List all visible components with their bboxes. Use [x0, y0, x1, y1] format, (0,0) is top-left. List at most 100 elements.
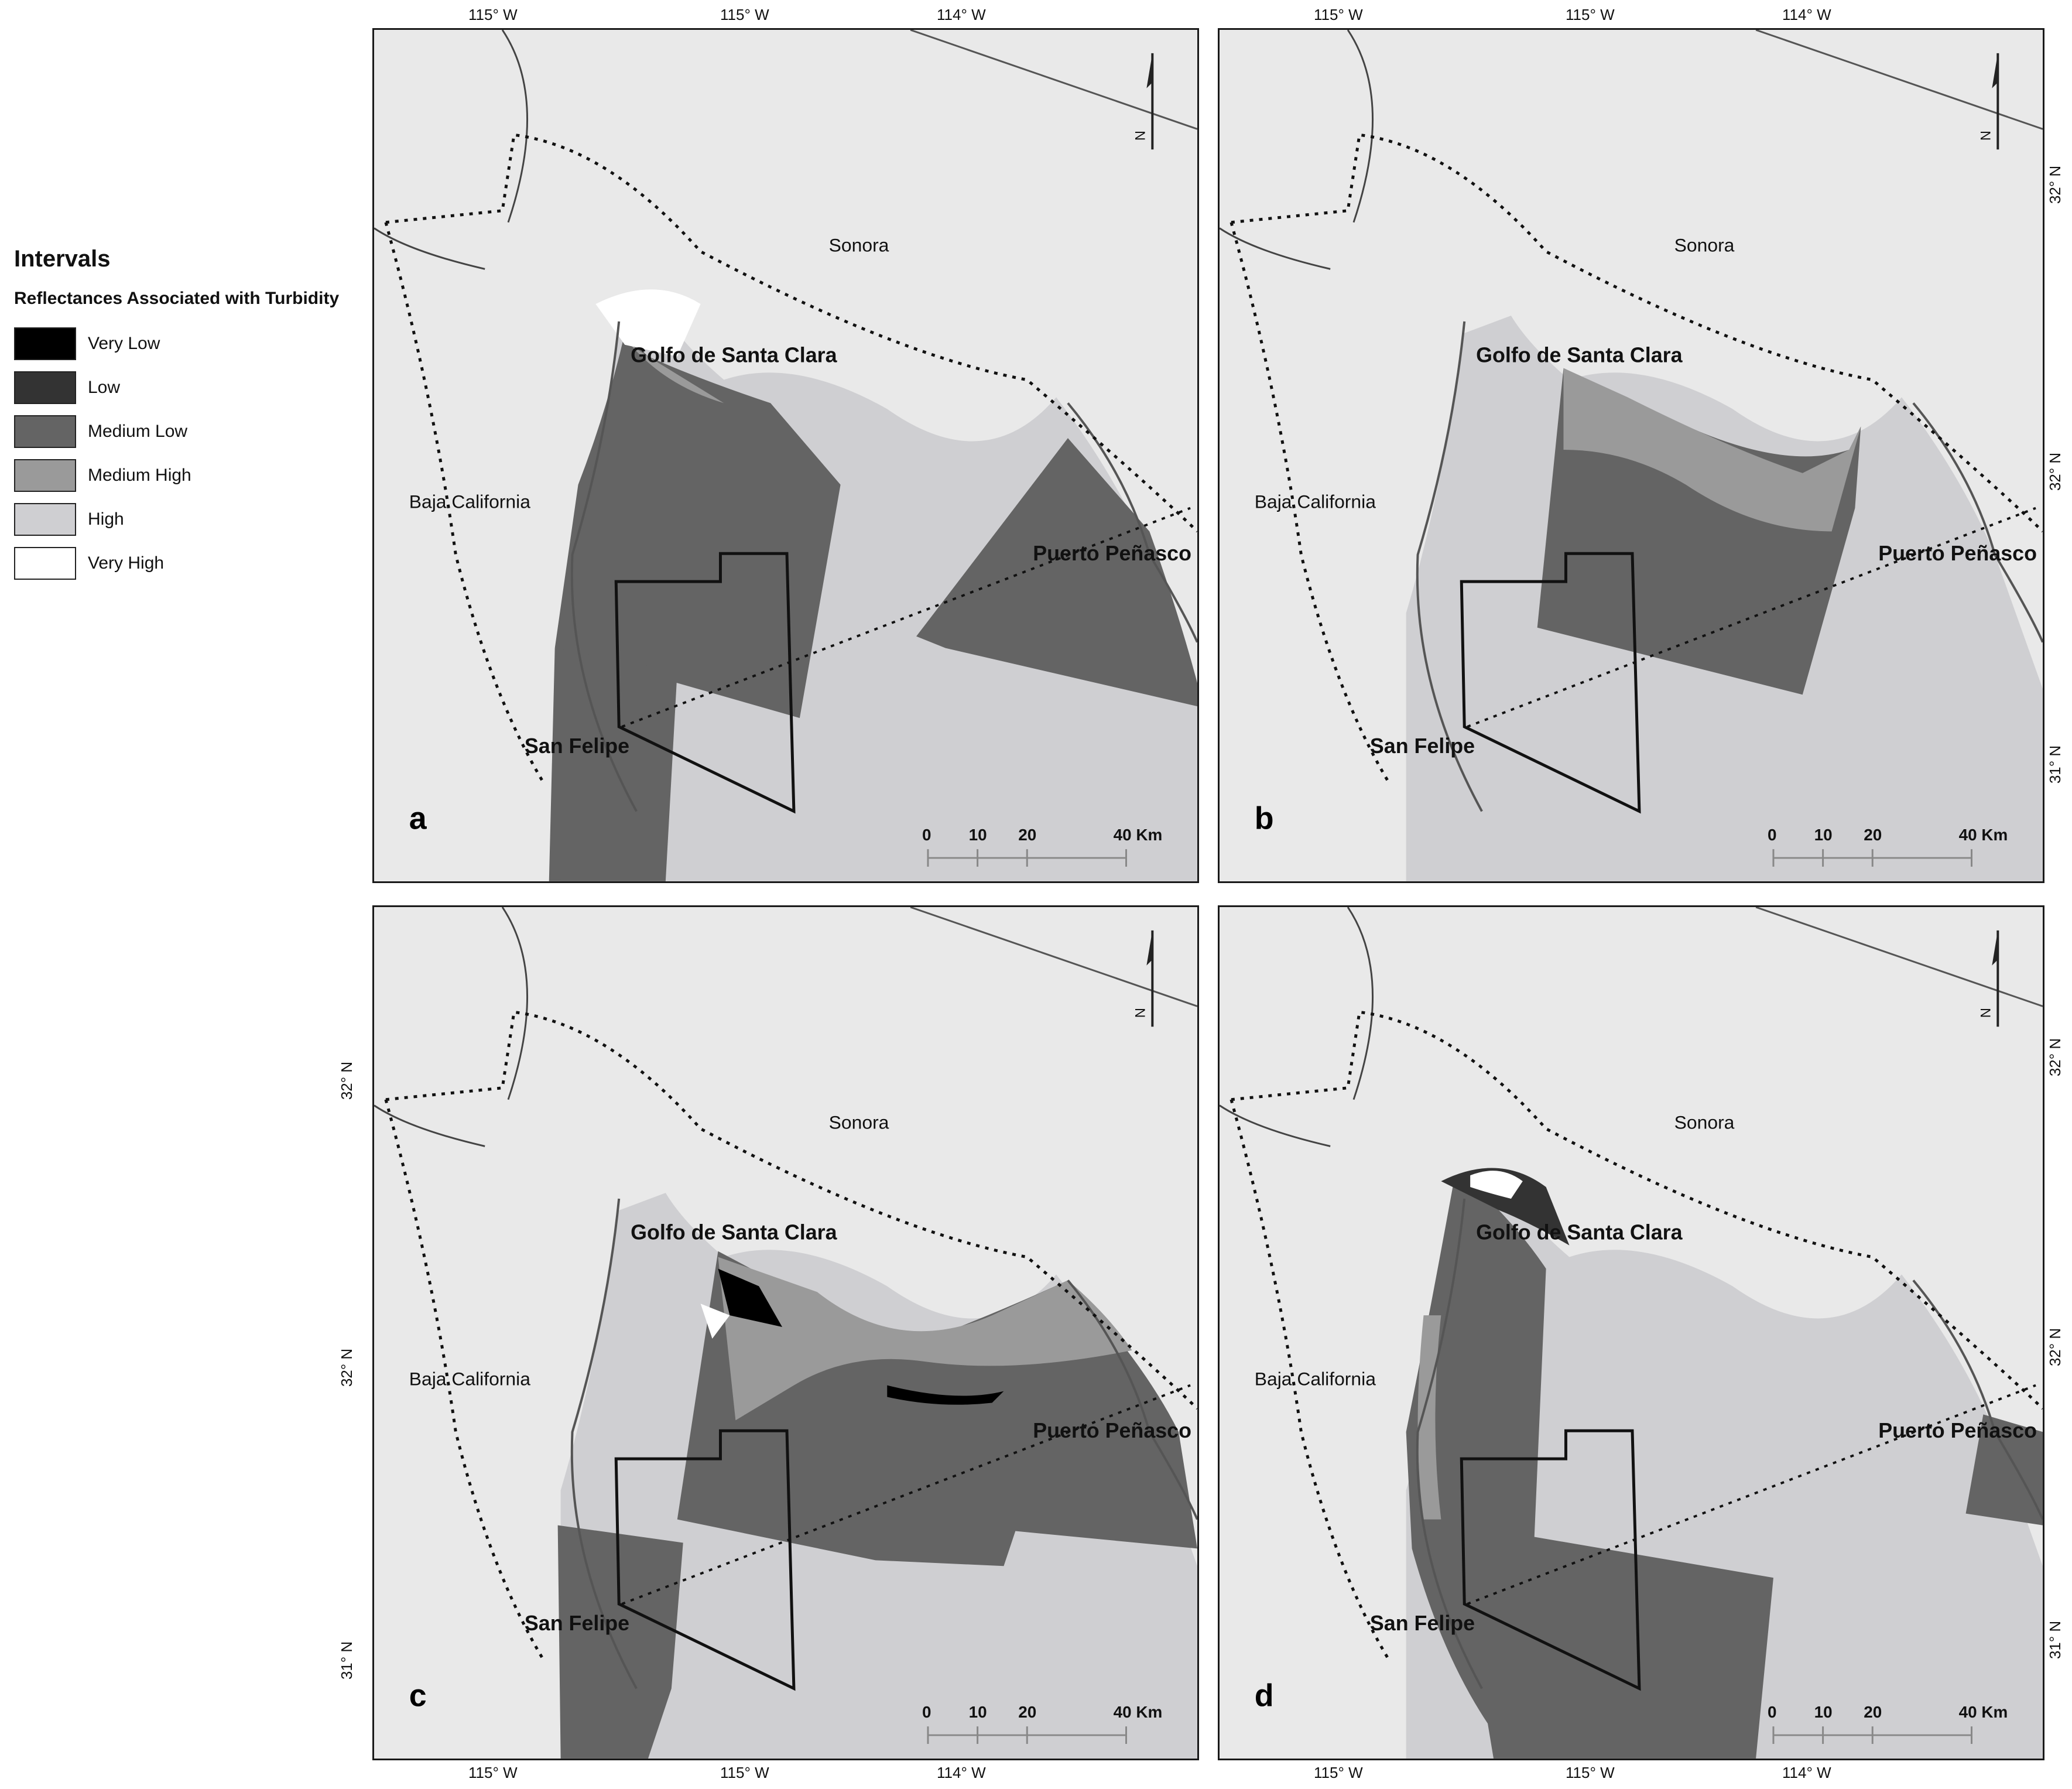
scale-bar [1772, 1726, 1973, 1744]
legend-title: Intervals [14, 246, 111, 272]
legend-item-low: Low [14, 365, 377, 409]
coastline [570, 1198, 1197, 1689]
scene-very-low-coast [887, 1385, 1004, 1405]
scene-very-high [700, 1304, 730, 1339]
label-baja-california: Baja California [1255, 491, 1376, 512]
coastline [1416, 321, 2043, 812]
legend-swatch [14, 546, 76, 580]
scale-tick-20: 20 [1018, 1703, 1036, 1721]
polygon-outline [614, 552, 796, 814]
label-san-felipe: San Felipe [1370, 734, 1475, 758]
label-baja-california: Baja California [409, 491, 530, 512]
polygon-outline [1460, 552, 1641, 814]
north-label: N [1132, 1008, 1148, 1018]
north-label: N [1978, 1008, 1994, 1018]
polygon-outline [1460, 1429, 1641, 1691]
label-san-felipe: San Felipe [525, 1612, 629, 1635]
label-golfo: Golfo de Santa Clara [1476, 344, 1683, 367]
legend-label: Medium High [88, 465, 191, 485]
lat-label-d-32a: 32° N [2046, 1038, 2064, 1077]
map-panel-d: Sonora Baja California Golfo de Santa Cl… [1218, 905, 2044, 1760]
legend-swatch [14, 415, 76, 448]
scale-bar [927, 849, 1128, 867]
scale-tick-20: 20 [1018, 826, 1036, 844]
label-penasco: Puerto Peñasco [1878, 542, 2037, 565]
scale-tick-10: 10 [1814, 826, 1833, 844]
scale-tick-0: 0 [1768, 826, 1777, 844]
state-line [1755, 30, 2043, 130]
label-san-felipe: San Felipe [1370, 1612, 1475, 1635]
legend-item-very-low: Very Low [14, 321, 377, 365]
scale-tick-40: 40 Km [1114, 826, 1163, 844]
scene-very-low [718, 1268, 783, 1328]
scene-medium-high [718, 1257, 1132, 1421]
lat-label-b-32b: 32° N [2046, 452, 2064, 491]
state-line [910, 30, 1197, 130]
label-san-felipe: San Felipe [525, 734, 629, 758]
reserve-boundary-west [1229, 1099, 1390, 1660]
legend-label: Very Low [88, 333, 160, 353]
map-panel-a: Sonora Baja California Golfo de Santa Cl… [372, 28, 1199, 883]
state-line [1755, 907, 2043, 1007]
legend-item-high: High [14, 497, 377, 541]
label-sonora: Sonora [829, 234, 889, 255]
scale-bar [1772, 849, 1973, 867]
scale-tick-20: 20 [1864, 826, 1882, 844]
border-line [1220, 907, 1374, 1147]
border-line [374, 30, 529, 270]
label-sonora: Sonora [1674, 1111, 1735, 1133]
lat-label-b-31: 31° N [2046, 745, 2064, 784]
lon-label-top-a1: 115° W [468, 6, 518, 23]
lat-label-c-31: 31° N [338, 1641, 356, 1680]
lon-label-bottom-d3: 114° W [1782, 1764, 1831, 1781]
label-baja-california: Baja California [1255, 1369, 1376, 1390]
scale-tick-0: 0 [922, 1703, 931, 1721]
lat-label-d-31: 31° N [2046, 1620, 2064, 1660]
lon-label-bottom-d1: 115° W [1314, 1764, 1363, 1781]
border-line [374, 907, 529, 1147]
scale-tick-40: 40 Km [1959, 1703, 2008, 1721]
lon-label-top-a3: 114° W [937, 6, 986, 23]
lon-label-top-b2: 115° W [1566, 6, 1615, 23]
scale-tick-10: 10 [969, 1703, 987, 1721]
legend-label: Low [88, 377, 121, 397]
lon-label-bottom-c1: 115° W [468, 1764, 518, 1781]
scale-tick-40: 40 Km [1114, 1703, 1163, 1721]
scene-medium-low [1406, 1187, 1773, 1759]
lon-label-top-b3: 114° W [1782, 6, 1831, 23]
label-golfo: Golfo de Santa Clara [631, 1221, 837, 1244]
label-baja-california: Baja California [409, 1369, 530, 1390]
legend-subtitle: Reflectances Associated with Turbidity [14, 289, 340, 308]
legend-item-medium-low: Medium Low [14, 409, 377, 453]
legend-swatch [14, 371, 76, 404]
scene-very-high [595, 289, 701, 357]
panel-letter-c: c [409, 1678, 427, 1713]
coastline [570, 321, 1197, 812]
lon-label-top-b1: 115° W [1314, 6, 1363, 23]
legend-swatch [14, 502, 76, 536]
label-penasco: Puerto Peñasco [1033, 1419, 1191, 1442]
north-arrow-head-icon [1146, 53, 1153, 88]
map-canvas-d: Sonora Baja California Golfo de Santa Cl… [1220, 907, 2043, 1759]
scene-medium-low-east [1965, 1414, 2043, 1525]
polygon-outline [614, 1429, 796, 1691]
north-label: N [1132, 131, 1148, 141]
label-golfo: Golfo de Santa Clara [631, 344, 837, 367]
lat-label-c-32a: 32° N [338, 1061, 356, 1100]
legend-swatch [14, 459, 76, 492]
state-line [910, 907, 1197, 1007]
scene-medium-low [554, 333, 841, 719]
legend: Intervals Reflectances Associated with T… [14, 246, 377, 585]
map-panel-c: Sonora Baja California Golfo de Santa Cl… [372, 905, 1199, 1760]
scale-tick-10: 10 [1814, 1703, 1833, 1721]
panel-letter-b: b [1255, 801, 1274, 836]
scene-very-high [1470, 1171, 1523, 1199]
scale-tick-0: 0 [1768, 1703, 1777, 1721]
legend-item-very-high: Very High [14, 541, 377, 585]
scale-tick-20: 20 [1864, 1703, 1882, 1721]
label-penasco: Puerto Peñasco [1878, 1419, 2037, 1442]
reserve-boundary-west [384, 1099, 544, 1660]
map-panel-b: Sonora Baja California Golfo de Santa Cl… [1218, 28, 2044, 883]
map-canvas-b: Sonora Baja California Golfo de Santa Cl… [1220, 30, 2043, 881]
panel-letter-a: a [409, 801, 427, 836]
